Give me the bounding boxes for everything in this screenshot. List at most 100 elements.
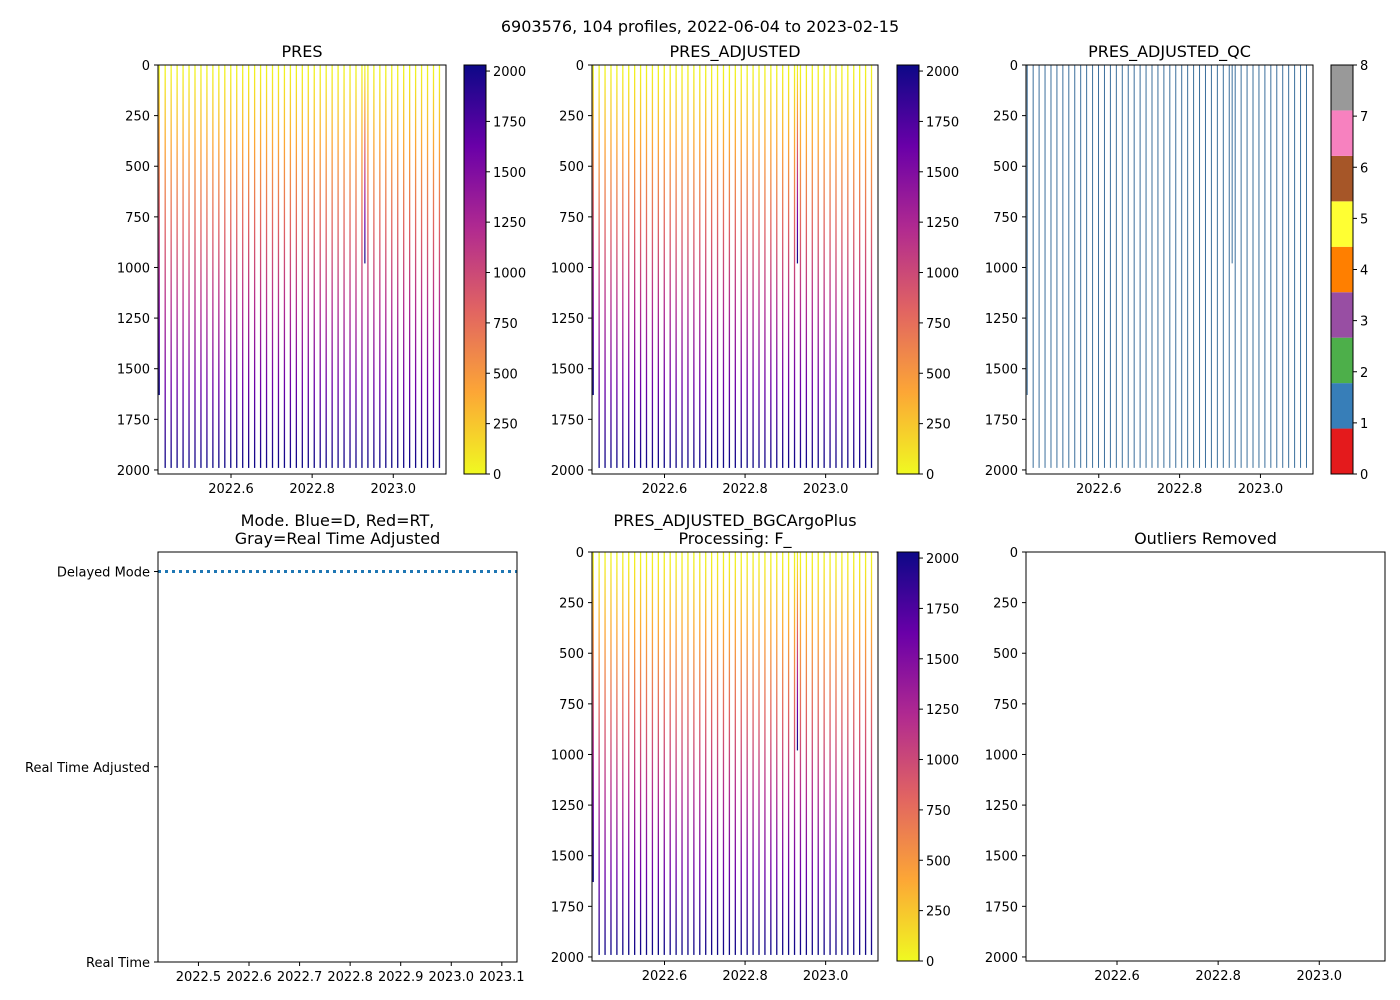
profile-line: [722, 552, 725, 955]
profile-line: [319, 65, 321, 468]
colorbar-tick-label: 1750: [493, 115, 526, 130]
x-tick-label: 2023.0: [371, 482, 417, 497]
axes-title: PRES: [281, 42, 322, 61]
profile-line: [835, 552, 837, 955]
colorbar-tick-label: 1500: [926, 166, 959, 181]
colorbar-tick-label: 1250: [926, 216, 959, 231]
y-tick-label: 1250: [985, 799, 1018, 814]
profile-line: [835, 65, 837, 468]
profile-line: [758, 65, 760, 468]
colorbar-tick-label: 1000: [493, 267, 526, 282]
profile-line: [236, 65, 238, 468]
y-tick-label: 1250: [985, 312, 1018, 327]
profile-line: [598, 65, 600, 468]
profile-line: [628, 65, 630, 468]
x-tick-label: 2022.8: [289, 482, 335, 497]
y-tick-label: 750: [559, 698, 584, 713]
profile-line: [787, 65, 790, 468]
colorbar-segment: [1331, 292, 1353, 338]
profile-line: [764, 65, 766, 468]
profile-line: [639, 552, 642, 955]
y-tick-label: 1750: [117, 413, 150, 428]
axes-frame: [157, 551, 518, 963]
y-tick-label: 1750: [985, 900, 1018, 915]
colorbar-segment: [1331, 155, 1353, 202]
y-tick-label: 1750: [985, 413, 1018, 428]
profile-line: [758, 552, 760, 955]
profile-line: [740, 552, 742, 955]
profile-line: [823, 552, 825, 955]
profile-line: [716, 65, 719, 468]
profile-line: [764, 552, 766, 955]
profile-line: [397, 65, 399, 468]
short-profile-line: [796, 552, 799, 751]
colorbar-segment: [1331, 428, 1353, 474]
profile-line: [182, 65, 184, 468]
colorbar-tick-label: 0: [926, 955, 934, 970]
profile-line: [799, 65, 802, 468]
y-tick-label: 500: [125, 160, 150, 175]
profile-line: [634, 65, 636, 468]
y-tick-label: 1000: [985, 748, 1018, 763]
profile-line: [870, 552, 873, 955]
y-tick-label: 1500: [985, 363, 1018, 378]
x-tick-label: 2022.6: [208, 482, 254, 497]
y-tick-label: 750: [125, 211, 150, 226]
x-tick-label: 2023.0: [803, 482, 849, 497]
axes-frame: [157, 64, 447, 475]
profile-line: [693, 65, 695, 468]
colorbar-tick-label: 1750: [926, 115, 959, 130]
profile-line: [746, 552, 748, 955]
profile-line: [693, 552, 695, 955]
y-tick-label: 1750: [551, 413, 584, 428]
colorbar-gradient: [464, 65, 486, 474]
axes-title: Mode. Blue=D, Red=RT,: [241, 511, 435, 530]
colorbar-tick-label: 6: [1360, 161, 1368, 176]
axes-title: PRES_ADJUSTED_QC: [1088, 42, 1251, 62]
y-tick-label: 250: [125, 110, 150, 125]
y-tick-label: 0: [576, 546, 584, 561]
profile-line: [699, 65, 701, 468]
y-tick-label: 250: [559, 597, 584, 612]
axes-frame: [1025, 551, 1386, 962]
colorbar-frame: [896, 551, 920, 962]
profile-line: [805, 552, 808, 955]
axes-title: Processing: F_: [678, 529, 792, 549]
y-tick-label: 1500: [117, 363, 150, 378]
profile-line: [675, 65, 677, 468]
profile-line: [710, 65, 713, 468]
profile-line: [752, 65, 754, 468]
x-tick-label: 2022.9: [378, 970, 424, 985]
y-tick-label: 1500: [985, 850, 1018, 865]
profile-line: [687, 65, 689, 468]
x-tick-label: 2022.8: [1157, 482, 1203, 497]
colorbar-segment: [1331, 201, 1353, 247]
profile-line: [799, 552, 802, 955]
colorbar-tick-label: 500: [926, 367, 951, 382]
profile-line: [782, 552, 784, 955]
profile-line: [212, 65, 214, 468]
profile-line: [864, 552, 867, 955]
profile-line: [716, 552, 719, 955]
colorbar: 0 250 500 750 1000 1250 1500 1750 2000: [463, 64, 526, 483]
y-tick-label: 0: [576, 59, 584, 74]
colorbar: 0 250 500 750 1000 1250 1500 1750 2000: [896, 551, 959, 970]
profile-line: [313, 65, 315, 468]
x-tick-label: 2022.8: [1195, 969, 1241, 984]
profile-line: [770, 552, 772, 955]
y-tick-label: 2000: [551, 464, 584, 479]
profile-line: [811, 65, 813, 468]
x-tick-label: 2022.8: [722, 482, 768, 497]
profile-line: [200, 65, 202, 468]
y-tick-label: 500: [559, 647, 584, 662]
y-tick-label: 1500: [551, 363, 584, 378]
colorbar-gradient: [897, 552, 919, 961]
profile-line: [859, 552, 861, 955]
profile-line: [681, 65, 683, 468]
profiles: [592, 552, 873, 955]
y-tick-label: 1000: [985, 261, 1018, 276]
y-tick-label: 250: [993, 597, 1018, 612]
colorbar-tick-label: 1000: [926, 754, 959, 769]
y-tick-label: 0: [1010, 59, 1018, 74]
profile-line: [847, 552, 849, 955]
